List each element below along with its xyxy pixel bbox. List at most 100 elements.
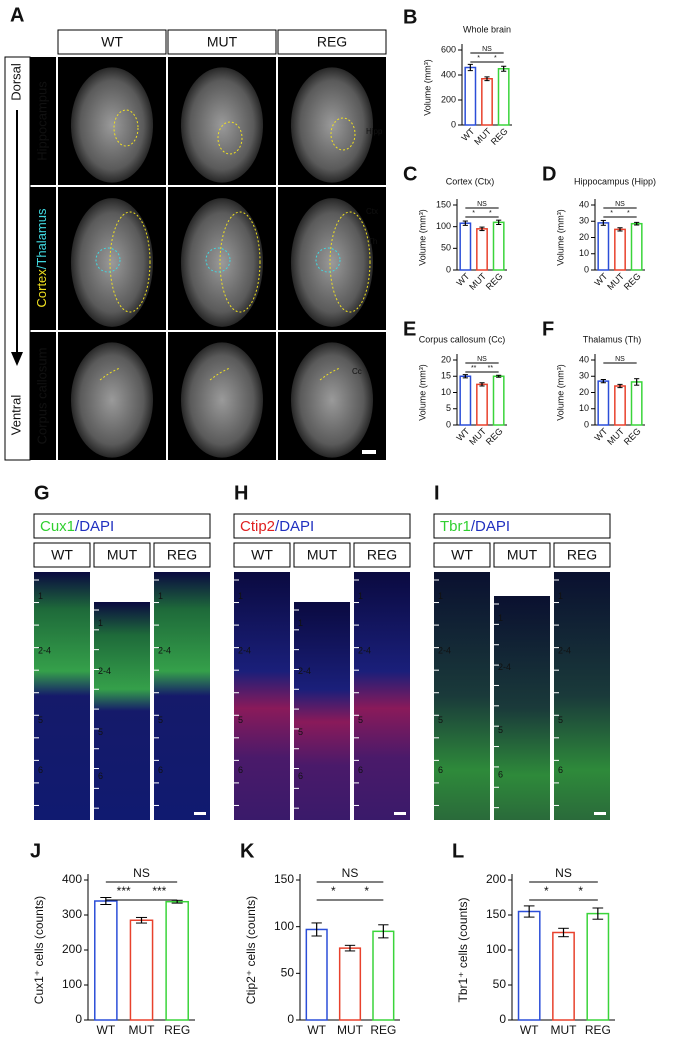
panel-label: E	[403, 318, 416, 340]
stain-counterstain: /DAPI	[75, 518, 114, 535]
y-tick-label: 150	[436, 199, 451, 209]
y-axis-label: Ctip2⁺ cells (counts)	[244, 896, 258, 1004]
x-tick-label: REG	[489, 126, 510, 147]
histology-image	[94, 602, 150, 820]
stain-marker: Ctip2	[240, 518, 275, 535]
row-label: Corpus callosum	[34, 348, 49, 445]
chart-title: Cortex (Ctx)	[446, 176, 495, 186]
significance-label: NS	[477, 356, 487, 363]
column-header: WT	[251, 547, 273, 563]
layer-label: 6	[98, 771, 103, 781]
bar	[476, 228, 488, 271]
panel-label: H	[234, 482, 248, 504]
chart-title: Hippocampus (Hipp)	[574, 176, 656, 186]
layer-label: 5	[98, 727, 103, 737]
y-axis-label: Volume (mm³)	[555, 364, 565, 421]
y-tick-label: 200	[62, 942, 82, 956]
roi-outline	[113, 109, 139, 147]
layer-label: 1	[438, 591, 443, 601]
column-header: MUT	[307, 547, 338, 563]
y-tick-label: 10	[441, 387, 451, 397]
axis-label: Dorsal	[8, 63, 23, 101]
layer-label: 2-4	[358, 646, 371, 656]
y-tick-label: 0	[446, 419, 451, 429]
layer-label: 1	[38, 591, 43, 601]
y-tick-label: 150	[486, 907, 506, 921]
significance-label: *	[472, 210, 475, 217]
layer-label: 2-4	[238, 646, 251, 656]
roi-outline	[217, 121, 243, 155]
y-tick-label: 20	[579, 387, 589, 397]
layer-label: 6	[438, 765, 443, 775]
y-tick-label: 10	[579, 248, 589, 258]
y-tick-label: 100	[62, 977, 82, 991]
column-header: WT	[451, 547, 473, 563]
significance-label: *	[627, 210, 630, 217]
mri-brain	[290, 67, 374, 183]
layer-label: 2-4	[298, 666, 311, 676]
significance-label: *	[364, 884, 369, 898]
column-header-box	[57, 29, 167, 55]
mri-brain	[70, 342, 154, 458]
bar	[372, 930, 395, 1021]
bar	[630, 381, 643, 426]
layer-label: 1	[298, 618, 303, 628]
stain-header: Cux1/DAPI	[40, 518, 114, 535]
x-tick-label: MUT	[605, 426, 626, 447]
bar	[497, 68, 510, 126]
panel-label: A	[10, 4, 24, 26]
column-header-box	[167, 29, 277, 55]
x-tick-label: MUT	[129, 1023, 156, 1037]
significance-label: NS	[615, 201, 625, 208]
x-tick-label: REG	[370, 1023, 396, 1037]
bar	[94, 900, 118, 1021]
roi-outline	[99, 367, 121, 381]
layer-label: 5	[438, 715, 443, 725]
y-tick-label: 15	[441, 371, 451, 381]
significance-label: ***	[117, 884, 131, 898]
histology-image	[234, 572, 290, 820]
bar	[305, 928, 328, 1021]
layer-label: 1	[98, 618, 103, 628]
stain-marker: Cux1	[40, 518, 75, 535]
roi-outline	[319, 367, 341, 381]
y-axis-label: Volume (mm³)	[417, 209, 427, 266]
x-tick-label: REG	[585, 1023, 611, 1037]
layer-label: 1	[158, 591, 163, 601]
y-axis-label: Tbr1⁺ cells (counts)	[456, 897, 470, 1002]
y-tick-label: 20	[441, 354, 451, 364]
column-header: MUT	[107, 547, 138, 563]
roi-outline	[315, 247, 341, 273]
stain-header-box	[433, 513, 611, 539]
layer-label: 6	[158, 765, 163, 775]
histology-image	[434, 572, 490, 820]
x-tick-label: REG	[622, 271, 643, 292]
column-header: WT	[101, 34, 123, 50]
layer-label: 6	[238, 765, 243, 775]
panel-label: J	[30, 840, 41, 862]
y-tick-label: 0	[499, 1012, 506, 1026]
layer-label: 6	[558, 765, 563, 775]
layer-label: 1	[238, 591, 243, 601]
mri-brain	[180, 198, 264, 327]
x-tick-label: MUT	[337, 1023, 364, 1037]
significance-label: *	[578, 884, 583, 898]
roi-outline	[109, 211, 151, 313]
x-tick-label: WT	[520, 1023, 539, 1037]
x-tick-label: MUT	[605, 271, 626, 292]
x-tick-label: MUT	[472, 126, 493, 147]
chart-title: Corpus callosum (Cc)	[419, 334, 506, 344]
y-tick-label: 200	[486, 872, 506, 886]
region-label: Ctx	[366, 207, 378, 216]
layer-label: 6	[38, 765, 43, 775]
stain-header: Tbr1/DAPI	[440, 518, 510, 535]
column-header-box	[493, 542, 551, 568]
layer-label: 6	[358, 765, 363, 775]
row-label: Hippocampus	[34, 81, 49, 161]
layer-label: 2-4	[498, 662, 511, 672]
stain-header: Ctip2/DAPI	[240, 518, 314, 535]
row-label-strip	[30, 332, 56, 460]
significance-label: **	[488, 365, 494, 372]
layer-label: 2-4	[38, 646, 51, 656]
